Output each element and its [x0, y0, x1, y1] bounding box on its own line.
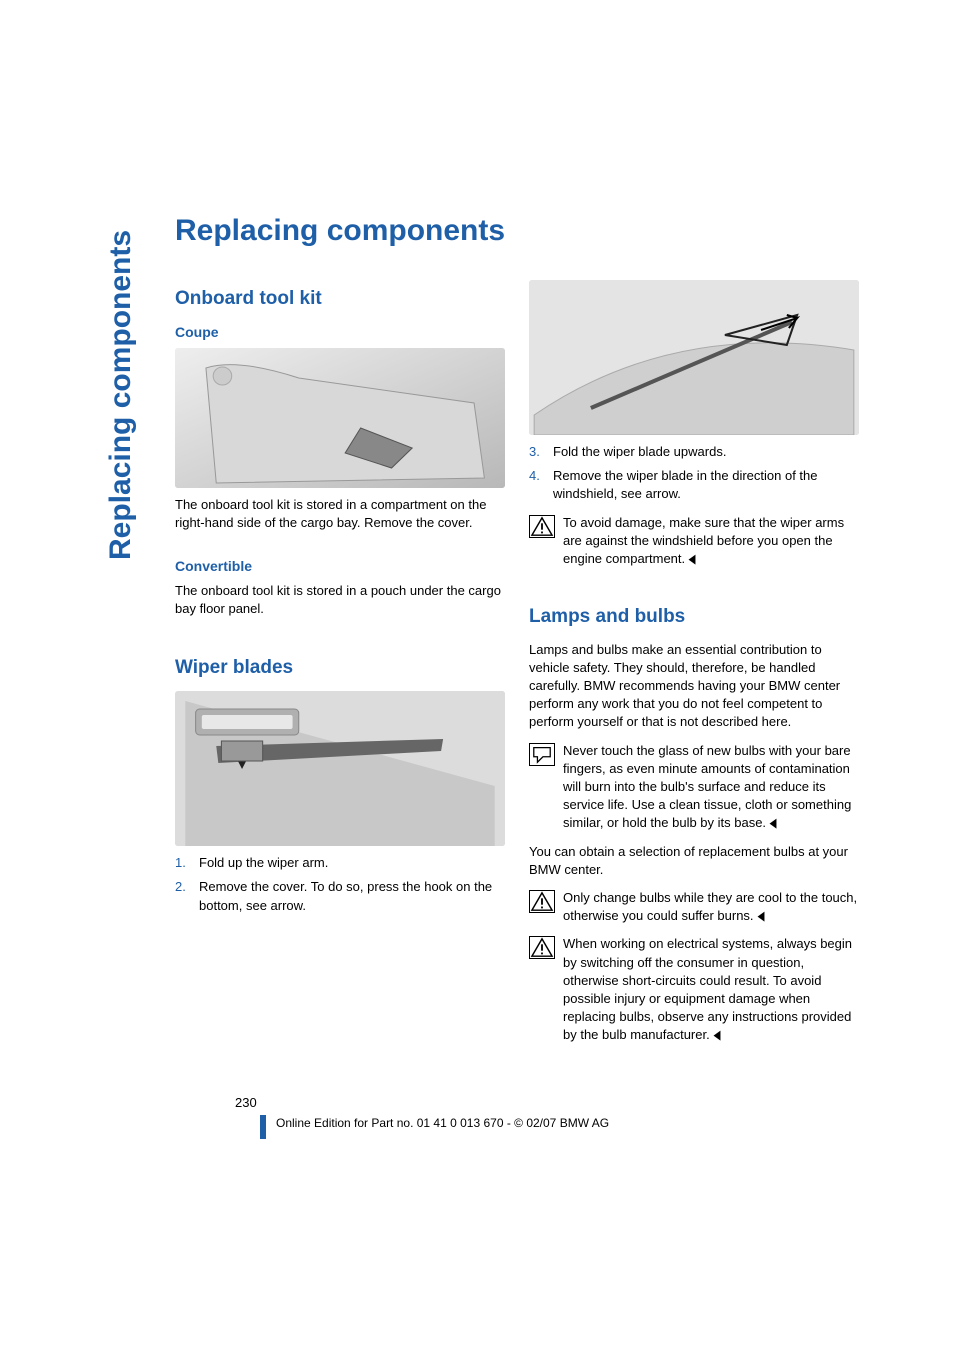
heading-wiper-blades: Wiper blades [175, 655, 505, 682]
step-1: Fold up the wiper arm. [175, 854, 505, 872]
warning-text: To avoid damage, make sure that the wipe… [563, 515, 844, 566]
step-4: Remove the wiper blade in the direction … [529, 467, 859, 503]
figure-wiper-blade-2 [529, 280, 859, 435]
warning-icon [529, 936, 555, 959]
wiper-steps-list-1: Fold up the wiper arm. Remove the cover.… [175, 854, 505, 915]
end-mark-icon: ◀ [689, 550, 696, 568]
footer-copyright: Online Edition for Part no. 01 41 0 013 … [276, 1115, 609, 1132]
paragraph-coupe-toolkit: The onboard tool kit is stored in a comp… [175, 496, 505, 532]
heading-coupe: Coupe [175, 323, 505, 343]
wiper-steps-list-2: Fold the wiper blade upwards. Remove the… [529, 443, 859, 504]
heading-onboard-tool-kit: Onboard tool kit [175, 286, 505, 313]
warning-icon [529, 515, 555, 538]
right-column: Fold the wiper blade upwards. Remove the… [529, 280, 859, 1054]
end-mark-icon: ◀ [713, 1026, 720, 1044]
info-bulb-glass: Never touch the glass of new bulbs with … [529, 742, 859, 833]
warning-text: Only change bulbs while they are cool to… [563, 890, 857, 923]
end-mark-icon: ◀ [770, 814, 777, 832]
heading-lamps-bulbs: Lamps and bulbs [529, 604, 859, 631]
sidebar-section-label: Replacing components [100, 230, 142, 560]
warning-icon [529, 890, 555, 913]
left-column: Onboard tool kit Coupe The onboard tool … [175, 280, 505, 1054]
info-text: Never touch the glass of new bulbs with … [563, 743, 851, 831]
step-3: Fold the wiper blade upwards. [529, 443, 859, 461]
figure-wiper-blade-1 [175, 691, 505, 846]
heading-convertible: Convertible [175, 557, 505, 577]
warning-electrical: When working on electrical systems, alwa… [529, 935, 859, 1044]
info-icon [529, 743, 555, 766]
page-number: 230 [235, 1094, 257, 1112]
paragraph-lamps-intro: Lamps and bulbs make an essential contri… [529, 641, 859, 732]
main-content: Replacing components Onboard tool kit Co… [175, 210, 859, 1054]
footer-accent-bar [260, 1115, 266, 1139]
step-2: Remove the cover. To do so, press the ho… [175, 878, 505, 914]
paragraph-convertible-toolkit: The onboard tool kit is stored in a pouc… [175, 582, 505, 618]
warning-hot-bulbs: Only change bulbs while they are cool to… [529, 889, 859, 925]
warning-text: When working on electrical systems, alwa… [563, 936, 852, 1042]
warning-wiper-arms: To avoid damage, make sure that the wipe… [529, 514, 859, 569]
page-title: Replacing components [175, 210, 859, 252]
page-footer: 230 Online Edition for Part no. 01 41 0 … [175, 1094, 859, 1138]
paragraph-replacement-bulbs: You can obtain a selection of replacemen… [529, 843, 859, 879]
two-column-layout: Onboard tool kit Coupe The onboard tool … [175, 280, 859, 1054]
figure-coupe-tool-kit [175, 348, 505, 488]
end-mark-icon: ◀ [757, 907, 764, 925]
